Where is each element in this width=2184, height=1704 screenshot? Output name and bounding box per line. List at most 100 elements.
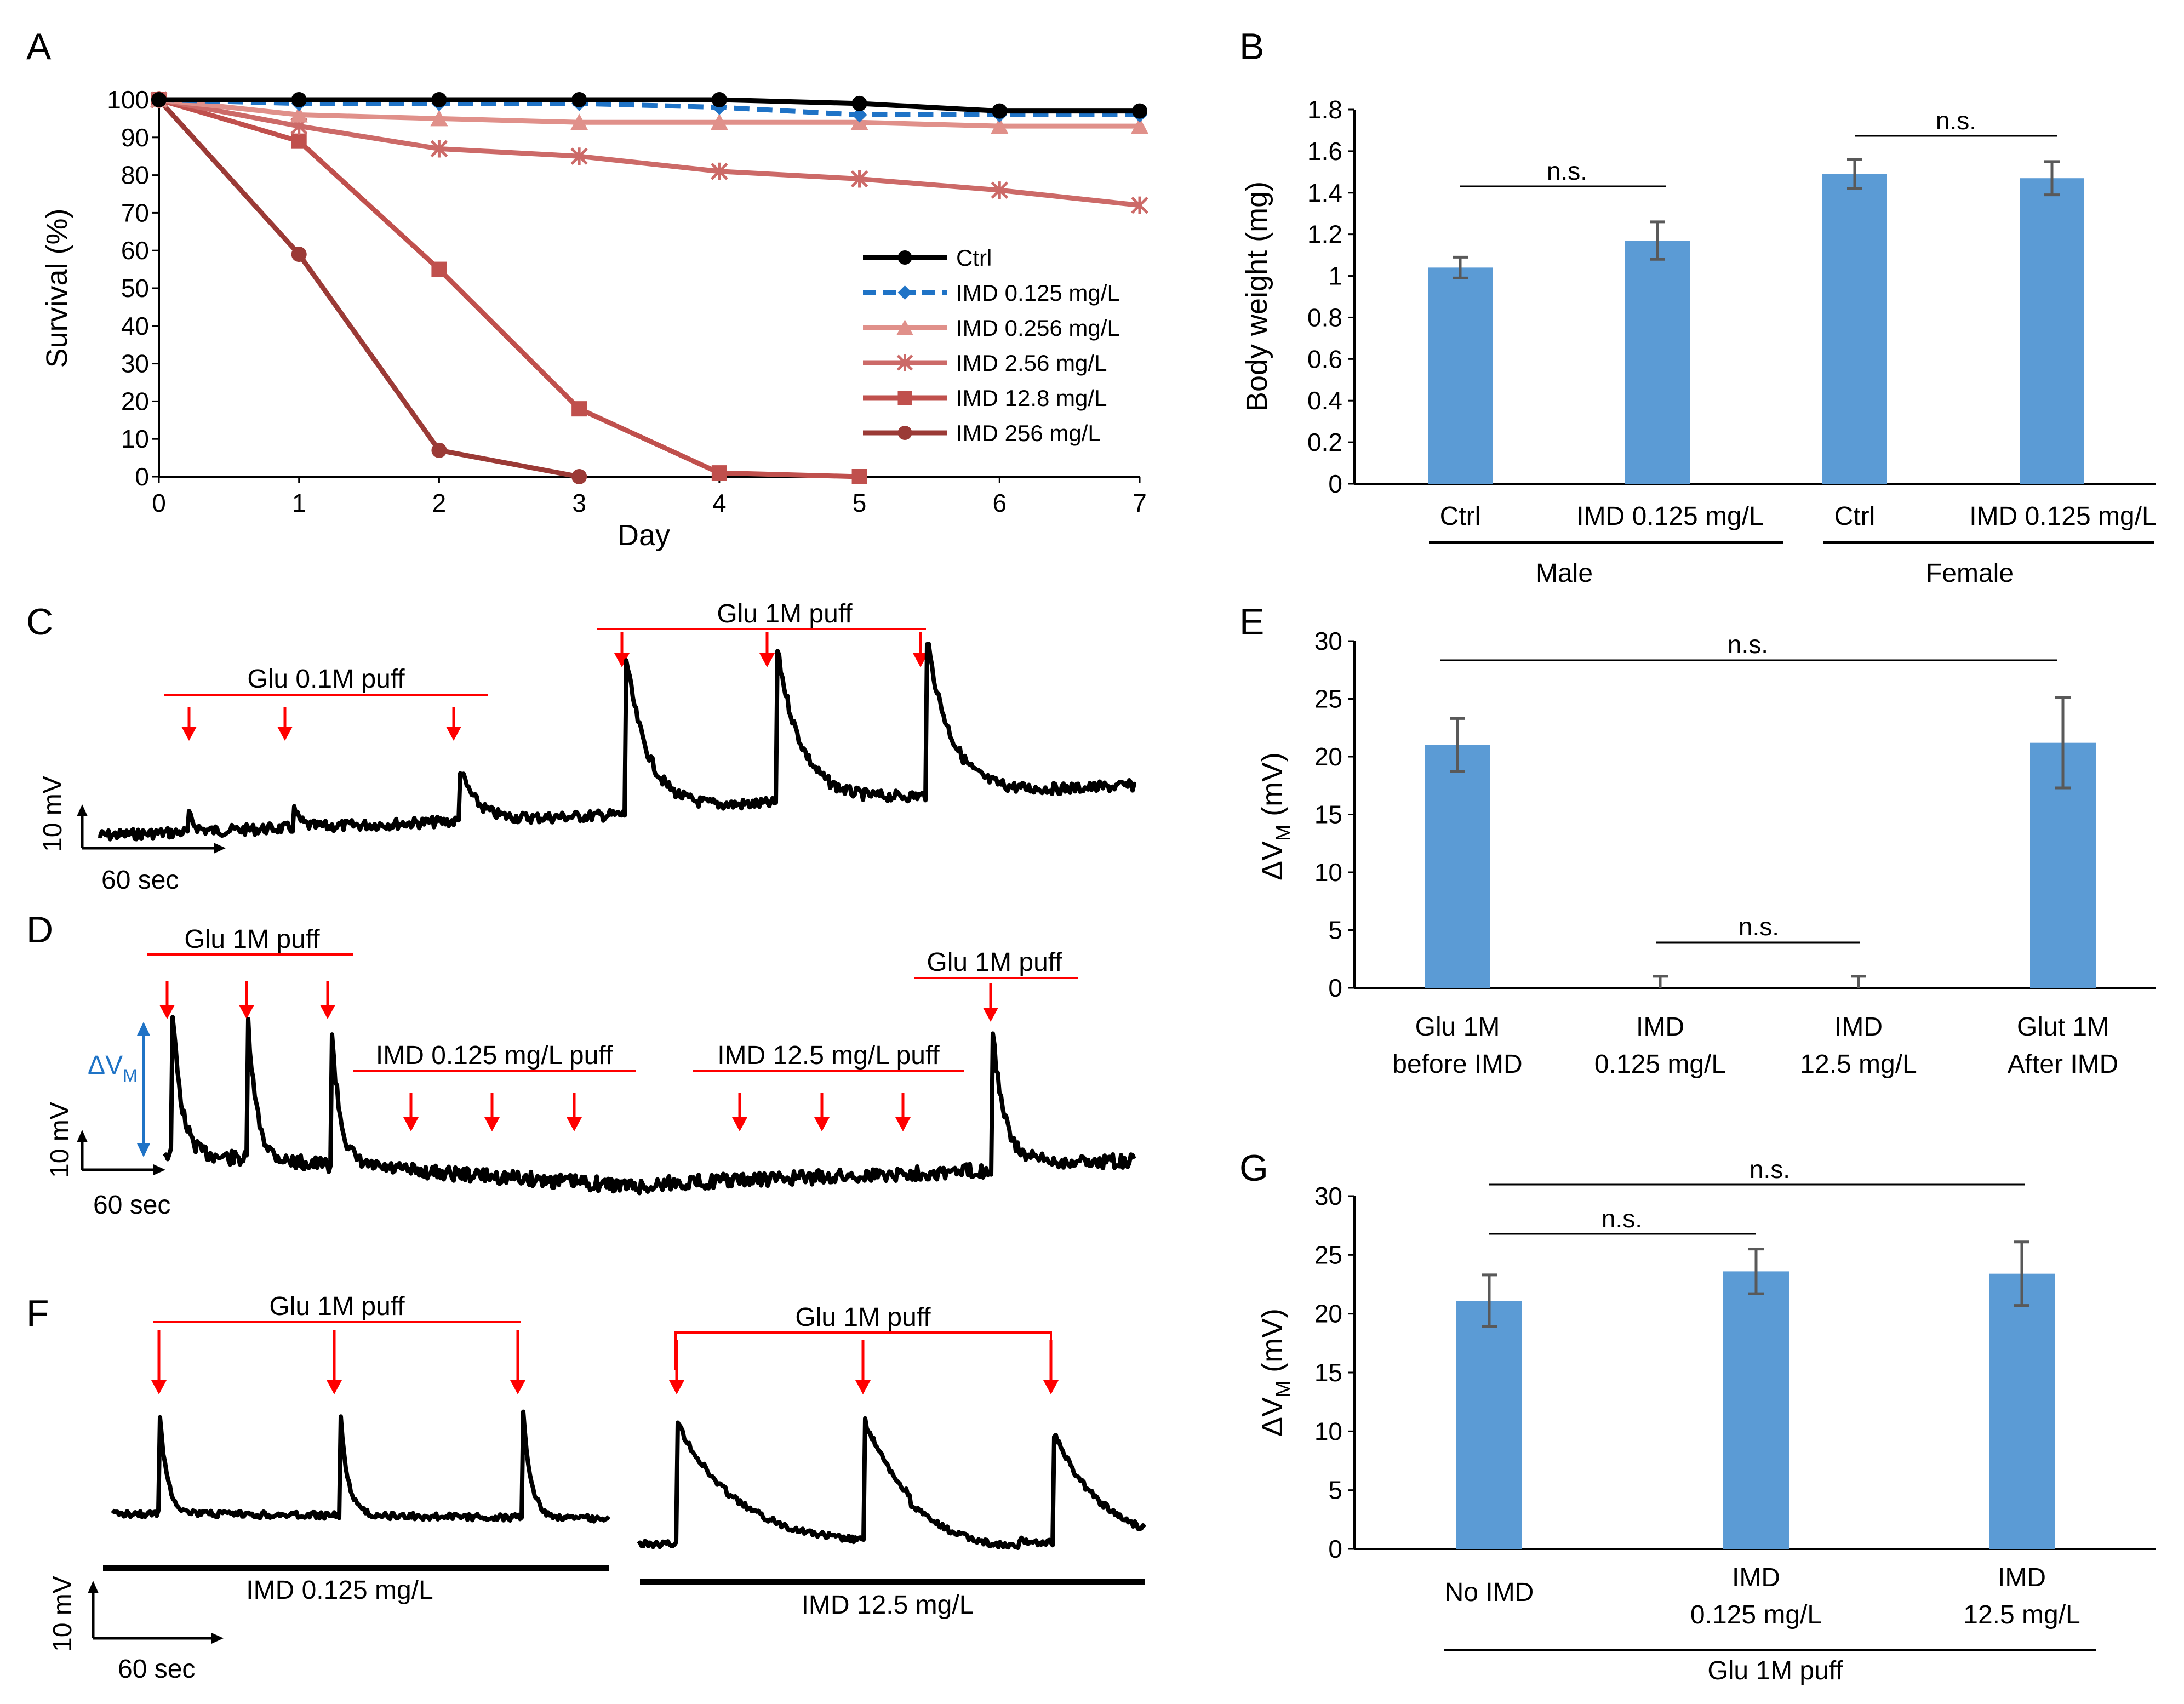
data-point bbox=[710, 113, 728, 130]
red-arrow-c-head bbox=[181, 727, 197, 741]
panel-label-d: D bbox=[26, 909, 53, 951]
bar bbox=[1428, 267, 1493, 484]
category-label: Glut 1M bbox=[2017, 1013, 2109, 1042]
y-tick-label-B: 0 bbox=[1328, 470, 1342, 498]
red-arrow-d-head bbox=[484, 1117, 500, 1131]
y-tick-label-E: 10 bbox=[1314, 858, 1342, 887]
x-tick-label-a: 3 bbox=[572, 489, 586, 517]
scale-arrow-right-c bbox=[214, 843, 226, 854]
data-point bbox=[430, 140, 448, 158]
red-arrow-d-head bbox=[895, 1117, 911, 1131]
data-point bbox=[571, 469, 587, 484]
x-tick-label-a: 2 bbox=[432, 489, 447, 517]
series-line bbox=[158, 97, 1140, 118]
red-arrow-c-head bbox=[913, 653, 928, 667]
red-arrow-d-head bbox=[983, 1008, 998, 1022]
y-tick-label-G: 5 bbox=[1328, 1476, 1342, 1505]
trace-d bbox=[162, 1015, 1136, 1196]
panel-label-b: B bbox=[1239, 26, 1264, 67]
red-arrow-d-head bbox=[403, 1117, 419, 1131]
panel-label-e: E bbox=[1239, 601, 1264, 643]
x-tick-label-a: 0 bbox=[152, 489, 166, 517]
y-tick-label-a: 80 bbox=[121, 161, 149, 190]
label-imd-low-puff: IMD 0.125 mg/L puff bbox=[376, 1041, 613, 1070]
category-label: 12.5 mg/L bbox=[1800, 1050, 1917, 1079]
panel-label-c: C bbox=[26, 601, 53, 643]
red-arrow-d-head bbox=[239, 1005, 254, 1019]
data-point bbox=[897, 250, 912, 265]
category-label: 12.5 mg/L bbox=[1963, 1600, 2080, 1629]
scale-label-x-c: 60 sec bbox=[101, 866, 179, 895]
red-arrow-f-head bbox=[669, 1380, 684, 1394]
category-label: IMD bbox=[1834, 1013, 1883, 1042]
trace-panel-c: Glu 0.1M puff Glu 1M puff 10 mV 60 sec bbox=[38, 599, 1137, 895]
data-point bbox=[1131, 196, 1148, 214]
x-tick-label-a: 1 bbox=[292, 489, 306, 517]
survival-chart: 0 10 20 30 40 50 60 70 80 90 100 0 1 2 3 4 5 6 7 Day Surviva… bbox=[41, 85, 1148, 552]
y-axis-title-B: Body weight (mg) bbox=[1240, 181, 1273, 411]
data-point bbox=[570, 147, 588, 165]
data-point bbox=[1131, 117, 1148, 134]
scale-label-y-d: 10 mV bbox=[45, 1102, 75, 1178]
data-point bbox=[897, 391, 912, 405]
label-glu-1-puff-f-right: Glu 1M puff bbox=[795, 1303, 931, 1332]
scale-label-x-f: 60 sec bbox=[118, 1655, 195, 1684]
red-arrow-f-head bbox=[151, 1380, 167, 1394]
significance-label: n.s. bbox=[1750, 1155, 1790, 1183]
y-tick-label-G: 25 bbox=[1314, 1240, 1342, 1269]
bar bbox=[2020, 178, 2084, 484]
delta-vm-label: ΔVM bbox=[88, 1051, 138, 1085]
data-point bbox=[151, 92, 167, 107]
scale-label-y-f: 10 mV bbox=[48, 1576, 77, 1652]
significance-label: n.s. bbox=[1728, 630, 1768, 659]
category-label: After IMD bbox=[2008, 1050, 2119, 1079]
scale-arrow-right-d bbox=[153, 1164, 165, 1175]
data-point bbox=[1132, 103, 1147, 119]
y-tick-label-E: 20 bbox=[1314, 742, 1342, 771]
y-tick-label-a: 0 bbox=[135, 462, 149, 491]
label-imd-high-puff: IMD 12.5 mg/L puff bbox=[717, 1041, 940, 1070]
y-tick-label-B: 0.2 bbox=[1307, 428, 1342, 456]
data-point bbox=[897, 426, 912, 440]
y-tick-label-a: 40 bbox=[121, 312, 149, 340]
trace-c bbox=[98, 642, 1137, 842]
x-axis-title-a: Day bbox=[618, 519, 670, 552]
y-tick-label-B: 0.4 bbox=[1307, 386, 1342, 415]
y-tick-label-a: 70 bbox=[121, 198, 149, 227]
data-point bbox=[992, 103, 1008, 119]
delta-vm-arrow-up bbox=[137, 1022, 150, 1036]
delta-vm-arrow-down bbox=[137, 1143, 150, 1157]
y-axis-title-G: ΔVM (mV) bbox=[1256, 1308, 1294, 1437]
category-label: 0.125 mg/L bbox=[1594, 1050, 1726, 1079]
y-tick-label-E: 0 bbox=[1328, 974, 1342, 1002]
category-label: Ctrl bbox=[1834, 502, 1876, 531]
y-tick-label-G: 15 bbox=[1314, 1358, 1342, 1387]
y-tick-label-B: 1.8 bbox=[1307, 95, 1342, 124]
trace-panel-d: Glu 1M puff IMD 0.125 mg/L puff IMD 12.5… bbox=[45, 925, 1136, 1220]
data-point bbox=[896, 354, 913, 371]
y-tick-label-E: 30 bbox=[1314, 627, 1342, 655]
data-point bbox=[291, 247, 307, 262]
y-tick-label-B: 1.6 bbox=[1307, 137, 1342, 165]
legend-label: IMD 256 mg/L bbox=[956, 420, 1101, 446]
significance-label: n.s. bbox=[1739, 912, 1779, 941]
scale-arrow-right-f bbox=[211, 1633, 224, 1644]
scale-arrow-up-c bbox=[77, 804, 88, 816]
data-point bbox=[570, 113, 588, 130]
data-point bbox=[897, 285, 912, 300]
bar bbox=[1456, 1301, 1522, 1549]
y-tick-label-E: 25 bbox=[1314, 685, 1342, 713]
red-arrow-d-head bbox=[732, 1117, 747, 1131]
bar bbox=[1723, 1271, 1789, 1549]
y-tick-label-B: 0.8 bbox=[1307, 303, 1342, 331]
data-point bbox=[851, 95, 867, 111]
red-arrow-c-head bbox=[277, 727, 293, 741]
y-tick-label-B: 0.6 bbox=[1307, 345, 1342, 373]
scale-arrow-up-f bbox=[88, 1581, 99, 1593]
data-point bbox=[711, 92, 727, 107]
category-label: Ctrl bbox=[1440, 502, 1481, 531]
x-tick-label-a: 5 bbox=[853, 489, 867, 517]
red-arrow-c-head bbox=[614, 653, 630, 667]
delta-vm-chart-e: 0 5 10 15 20 25 30 ΔVM (mV) Glu 1M before IMD IMD 0… bbox=[1256, 627, 2156, 1079]
